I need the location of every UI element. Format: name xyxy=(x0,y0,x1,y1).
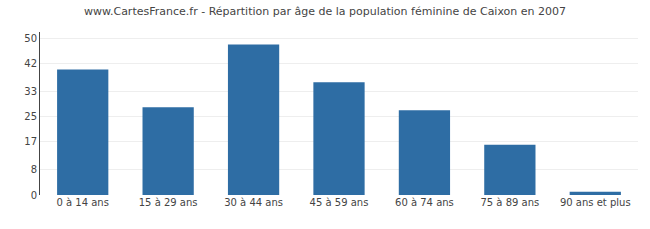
svg-text:90 ans et plus: 90 ans et plus xyxy=(560,197,631,208)
svg-text:60 à 74 ans: 60 à 74 ans xyxy=(395,197,454,208)
svg-text:25: 25 xyxy=(24,111,37,122)
svg-text:0: 0 xyxy=(31,190,37,201)
svg-text:42: 42 xyxy=(24,58,37,69)
svg-text:50: 50 xyxy=(24,33,37,44)
svg-text:75 à 89 ans: 75 à 89 ans xyxy=(480,197,539,208)
svg-text:8: 8 xyxy=(31,164,37,175)
svg-text:30 à 44 ans: 30 à 44 ans xyxy=(224,197,283,208)
svg-text:0 à 14 ans: 0 à 14 ans xyxy=(56,197,108,208)
svg-text:45 à 59 ans: 45 à 59 ans xyxy=(310,197,369,208)
svg-text:www.CartesFrance.fr - Répartit: www.CartesFrance.fr - Répartition par âg… xyxy=(84,5,566,18)
svg-text:15 à 29 ans: 15 à 29 ans xyxy=(139,197,198,208)
svg-text:17: 17 xyxy=(24,136,37,147)
svg-text:33: 33 xyxy=(24,86,37,97)
